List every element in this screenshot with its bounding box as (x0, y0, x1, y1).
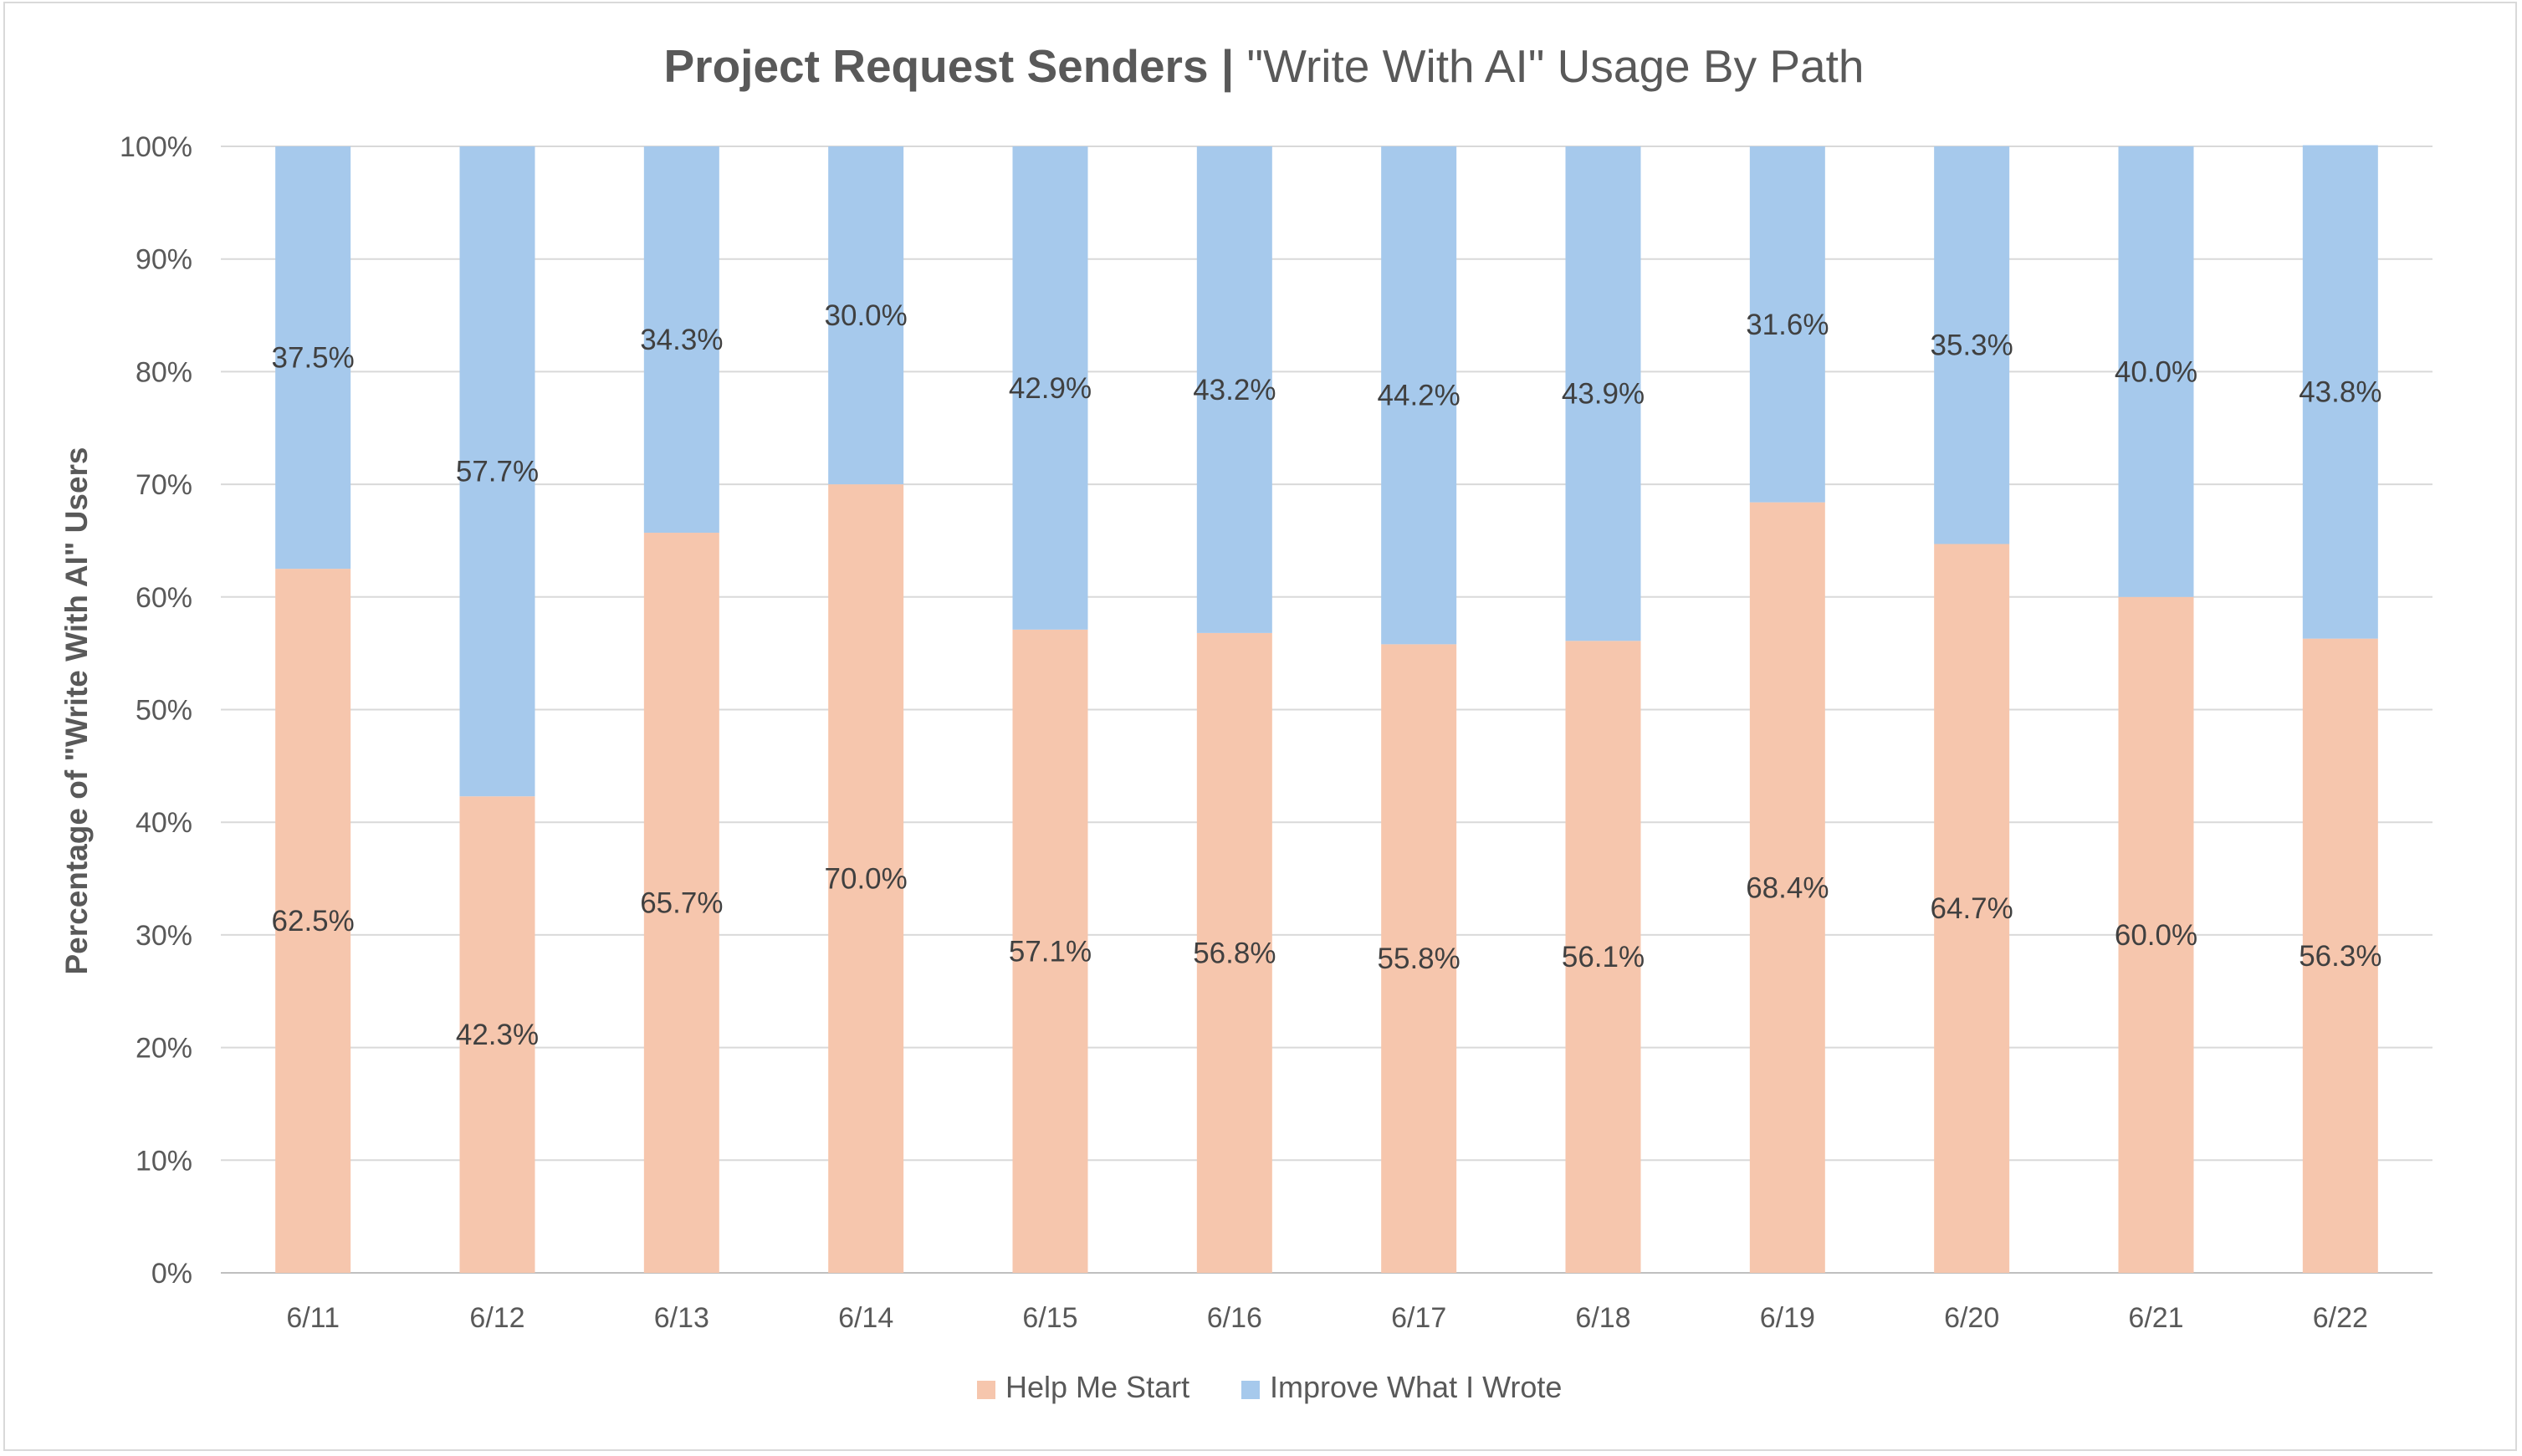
bar-segment-help-me-start (2118, 596, 2194, 1273)
bar-segment-improve-what-i-wrote (1749, 146, 1825, 503)
x-tick-label: 6/19 (1760, 1302, 1815, 1334)
bar-segment-help-me-start (459, 796, 535, 1273)
data-label: 40.0% (2115, 355, 2197, 388)
legend-swatch-help-me-start (977, 1381, 995, 1399)
data-label: 43.2% (1193, 374, 1276, 406)
chart-title-regular: "Write With AI" Usage By Path (1247, 40, 1865, 92)
data-label: 43.8% (2299, 376, 2381, 409)
data-label: 42.9% (1009, 372, 1092, 405)
chart-title-bold: Project Request Senders (663, 40, 1208, 92)
x-axis-tick-labels: 6/11 6/12 6/13 6/14 6/15 6/16 6/17 6/18 6/19 6/20… (286, 1302, 2368, 1334)
data-label: 65.7% (640, 887, 723, 920)
bar-segment-help-me-start (1012, 629, 1088, 1273)
data-labels: 62.5% 37.5% 42.3% 57.7% 65.7% 34.3% 70.0% 30.0%… (272, 299, 2382, 1051)
y-tick-label: 80% (136, 356, 192, 388)
legend-label-improve-what-i-wrote: Improve What I Wrote (1270, 1370, 1562, 1404)
data-label: 37.5% (272, 342, 355, 375)
y-tick-label: 60% (136, 582, 192, 614)
y-tick-label: 70% (136, 469, 192, 501)
y-axis-title: Percentage of "Write With AI" Users (59, 447, 94, 974)
y-tick-label: 50% (136, 695, 192, 727)
chart-title-spacer-1 (1209, 40, 1221, 92)
chart-frame: Project Request Senders | "Write With AI… (3, 2, 2517, 1451)
bar-segment-help-me-start (1196, 632, 1272, 1273)
bar-segment-improve-what-i-wrote (1934, 146, 2010, 544)
data-label: 68.4% (1746, 871, 1829, 904)
legend-label-help-me-start: Help Me Start (1005, 1370, 1189, 1404)
data-label: 43.9% (1562, 378, 1645, 411)
bar-segment-improve-what-i-wrote (459, 146, 535, 797)
x-tick-label: 6/21 (2128, 1302, 2183, 1334)
bar-segment-help-me-start (275, 569, 351, 1273)
data-label: 31.6% (1746, 309, 1829, 341)
bar-segment-improve-what-i-wrote (1381, 146, 1457, 645)
bar-segment-improve-what-i-wrote (1196, 146, 1272, 633)
x-tick-label: 6/16 (1207, 1302, 1262, 1334)
x-tick-label: 6/20 (1944, 1302, 1999, 1334)
bar-segment-improve-what-i-wrote (1012, 146, 1088, 630)
y-tick-label: 0% (151, 1258, 192, 1290)
bar-segment-improve-what-i-wrote (643, 146, 719, 534)
legend: Help Me Start Improve What I Wrote (977, 1370, 1562, 1404)
bar-segment-help-me-start (1565, 641, 1641, 1273)
bar-segment-help-me-start (1934, 544, 2010, 1273)
chart-title-spacer-2 (1234, 40, 1246, 92)
y-tick-label: 10% (136, 1145, 192, 1177)
bar-segment-improve-what-i-wrote (828, 146, 904, 485)
bar-segment-improve-what-i-wrote (2118, 146, 2194, 597)
bar-segment-improve-what-i-wrote (1565, 146, 1641, 641)
bar-segment-help-me-start (1381, 644, 1457, 1273)
chart-title-separator: | (1221, 40, 1234, 93)
data-label: 62.5% (272, 905, 355, 937)
data-label: 55.8% (1378, 943, 1461, 975)
bars (275, 145, 2378, 1273)
y-axis-tick-labels: 0% 10% 20% 30% 40% 50% 60% 70% 80% 90% 100% (120, 131, 192, 1290)
x-tick-label: 6/17 (1391, 1302, 1446, 1334)
y-tick-label: 40% (136, 807, 192, 839)
bar-segment-help-me-start (828, 484, 904, 1273)
bar-segment-improve-what-i-wrote (2302, 145, 2378, 639)
data-label: 42.3% (456, 1019, 539, 1051)
y-tick-label: 30% (136, 920, 192, 952)
data-label: 60.0% (2115, 919, 2197, 952)
chart-title: Project Request Senders | "Write With AI… (663, 40, 1864, 93)
data-label: 56.8% (1193, 937, 1276, 969)
y-tick-label: 20% (136, 1033, 192, 1065)
bar-segment-help-me-start (2302, 638, 2378, 1273)
chart-svg: Project Request Senders | "Write With AI… (59, 40, 2432, 1404)
y-tick-label: 90% (136, 244, 192, 276)
data-label: 35.3% (1931, 330, 2013, 362)
gridlines (221, 146, 2432, 1274)
data-label: 70.0% (825, 863, 908, 896)
x-tick-label: 6/22 (2313, 1302, 2368, 1334)
y-tick-label: 100% (120, 131, 192, 163)
data-label: 56.3% (2299, 940, 2381, 973)
legend-swatch-improve-what-i-wrote (1241, 1381, 1260, 1399)
data-label: 34.3% (640, 324, 723, 356)
x-tick-label: 6/14 (838, 1302, 893, 1334)
x-tick-label: 6/18 (1575, 1302, 1630, 1334)
data-label: 64.7% (1931, 892, 2013, 925)
data-label: 57.1% (1009, 935, 1092, 968)
x-tick-label: 6/13 (654, 1302, 709, 1334)
x-tick-label: 6/11 (286, 1302, 340, 1334)
x-tick-label: 6/15 (1022, 1302, 1077, 1334)
data-label: 44.2% (1378, 380, 1461, 412)
bar-segment-help-me-start (643, 533, 719, 1273)
data-label: 57.7% (456, 456, 539, 488)
data-label: 56.1% (1562, 941, 1645, 973)
data-label: 30.0% (825, 299, 908, 332)
bar-segment-improve-what-i-wrote (275, 146, 351, 570)
x-tick-label: 6/12 (469, 1302, 524, 1334)
bar-segment-help-me-start (1749, 502, 1825, 1273)
